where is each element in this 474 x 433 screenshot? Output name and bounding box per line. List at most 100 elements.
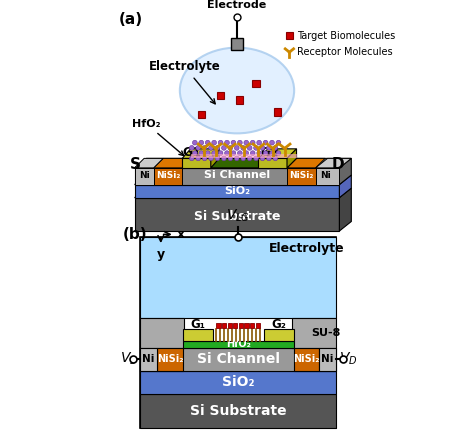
Text: HfO₂: HfO₂: [132, 119, 184, 155]
Text: Si Substrate: Si Substrate: [190, 404, 286, 418]
FancyBboxPatch shape: [287, 168, 316, 184]
Circle shape: [247, 145, 252, 150]
FancyBboxPatch shape: [183, 329, 213, 341]
FancyBboxPatch shape: [182, 158, 211, 168]
Circle shape: [231, 140, 236, 145]
Circle shape: [244, 151, 249, 155]
FancyBboxPatch shape: [258, 158, 287, 168]
Text: Electrolyte: Electrolyte: [149, 60, 220, 104]
Circle shape: [270, 140, 274, 145]
Circle shape: [237, 151, 242, 155]
Circle shape: [270, 151, 274, 155]
Circle shape: [234, 145, 239, 150]
Text: $V_S$: $V_S$: [120, 351, 137, 367]
Polygon shape: [191, 154, 297, 158]
Text: Electrolyte: Electrolyte: [268, 242, 344, 255]
FancyBboxPatch shape: [157, 348, 183, 371]
Text: G2: G2: [261, 146, 280, 159]
Polygon shape: [182, 149, 219, 158]
Text: G₂: G₂: [271, 318, 286, 331]
Polygon shape: [339, 158, 351, 184]
Text: $V_D$: $V_D$: [338, 351, 357, 367]
Text: y: y: [157, 248, 165, 261]
Circle shape: [237, 140, 242, 145]
Circle shape: [260, 145, 265, 150]
Polygon shape: [135, 188, 351, 197]
FancyBboxPatch shape: [316, 168, 339, 184]
Polygon shape: [258, 149, 297, 158]
Text: Si Substrate: Si Substrate: [194, 210, 280, 223]
Text: Ni: Ni: [142, 354, 155, 364]
FancyBboxPatch shape: [140, 348, 157, 371]
Circle shape: [205, 151, 210, 155]
Text: Ni: Ni: [320, 171, 330, 180]
Polygon shape: [339, 188, 351, 231]
Text: Ni: Ni: [139, 171, 149, 180]
Circle shape: [212, 151, 217, 155]
Circle shape: [273, 156, 278, 161]
Circle shape: [260, 156, 265, 161]
Circle shape: [221, 145, 226, 150]
FancyBboxPatch shape: [292, 317, 336, 348]
Circle shape: [205, 140, 210, 145]
FancyBboxPatch shape: [140, 348, 336, 371]
Text: G₁: G₁: [190, 318, 205, 331]
Circle shape: [241, 145, 246, 150]
FancyBboxPatch shape: [140, 317, 184, 348]
Circle shape: [241, 156, 246, 161]
FancyBboxPatch shape: [140, 237, 336, 317]
FancyBboxPatch shape: [264, 329, 293, 341]
Circle shape: [192, 151, 197, 155]
Polygon shape: [316, 158, 351, 168]
Text: x: x: [177, 228, 185, 241]
FancyBboxPatch shape: [183, 341, 293, 348]
Circle shape: [273, 145, 278, 150]
Text: HfO₂: HfO₂: [226, 339, 251, 349]
Circle shape: [228, 156, 233, 161]
Text: SiO₂: SiO₂: [222, 375, 255, 389]
Polygon shape: [287, 158, 325, 168]
Circle shape: [221, 156, 226, 161]
Polygon shape: [135, 158, 351, 168]
Text: NiSi₂: NiSi₂: [156, 171, 180, 180]
FancyBboxPatch shape: [135, 168, 339, 184]
FancyBboxPatch shape: [231, 38, 243, 50]
Circle shape: [263, 140, 268, 145]
Text: NiSi₂: NiSi₂: [289, 171, 313, 180]
Text: (a): (a): [119, 12, 143, 27]
FancyBboxPatch shape: [135, 197, 339, 231]
Circle shape: [250, 151, 255, 155]
Text: (b): (b): [123, 227, 147, 242]
Circle shape: [254, 145, 258, 150]
Circle shape: [228, 145, 233, 150]
FancyBboxPatch shape: [140, 371, 336, 394]
Circle shape: [276, 151, 281, 155]
FancyBboxPatch shape: [135, 184, 339, 197]
FancyBboxPatch shape: [293, 348, 319, 371]
Circle shape: [209, 145, 213, 150]
FancyBboxPatch shape: [319, 348, 336, 371]
Circle shape: [225, 151, 229, 155]
Text: D: D: [332, 157, 345, 172]
Circle shape: [231, 151, 236, 155]
Circle shape: [215, 145, 220, 150]
Text: Target Biomolecules: Target Biomolecules: [297, 31, 395, 41]
Text: G1: G1: [182, 146, 201, 159]
Text: SiO₂: SiO₂: [224, 185, 250, 196]
Circle shape: [257, 140, 262, 145]
Text: Reference
Electrode: Reference Electrode: [205, 0, 269, 10]
Text: NiSi₂: NiSi₂: [157, 354, 183, 364]
Circle shape: [199, 140, 204, 145]
Circle shape: [215, 156, 220, 161]
FancyBboxPatch shape: [140, 394, 336, 428]
Circle shape: [192, 140, 197, 145]
Polygon shape: [211, 149, 219, 168]
Circle shape: [202, 156, 207, 161]
Circle shape: [276, 140, 281, 145]
Circle shape: [190, 156, 194, 161]
Polygon shape: [135, 158, 163, 168]
Circle shape: [234, 156, 239, 161]
Polygon shape: [287, 149, 297, 168]
Polygon shape: [154, 158, 192, 168]
Text: Ni: Ni: [321, 354, 334, 364]
